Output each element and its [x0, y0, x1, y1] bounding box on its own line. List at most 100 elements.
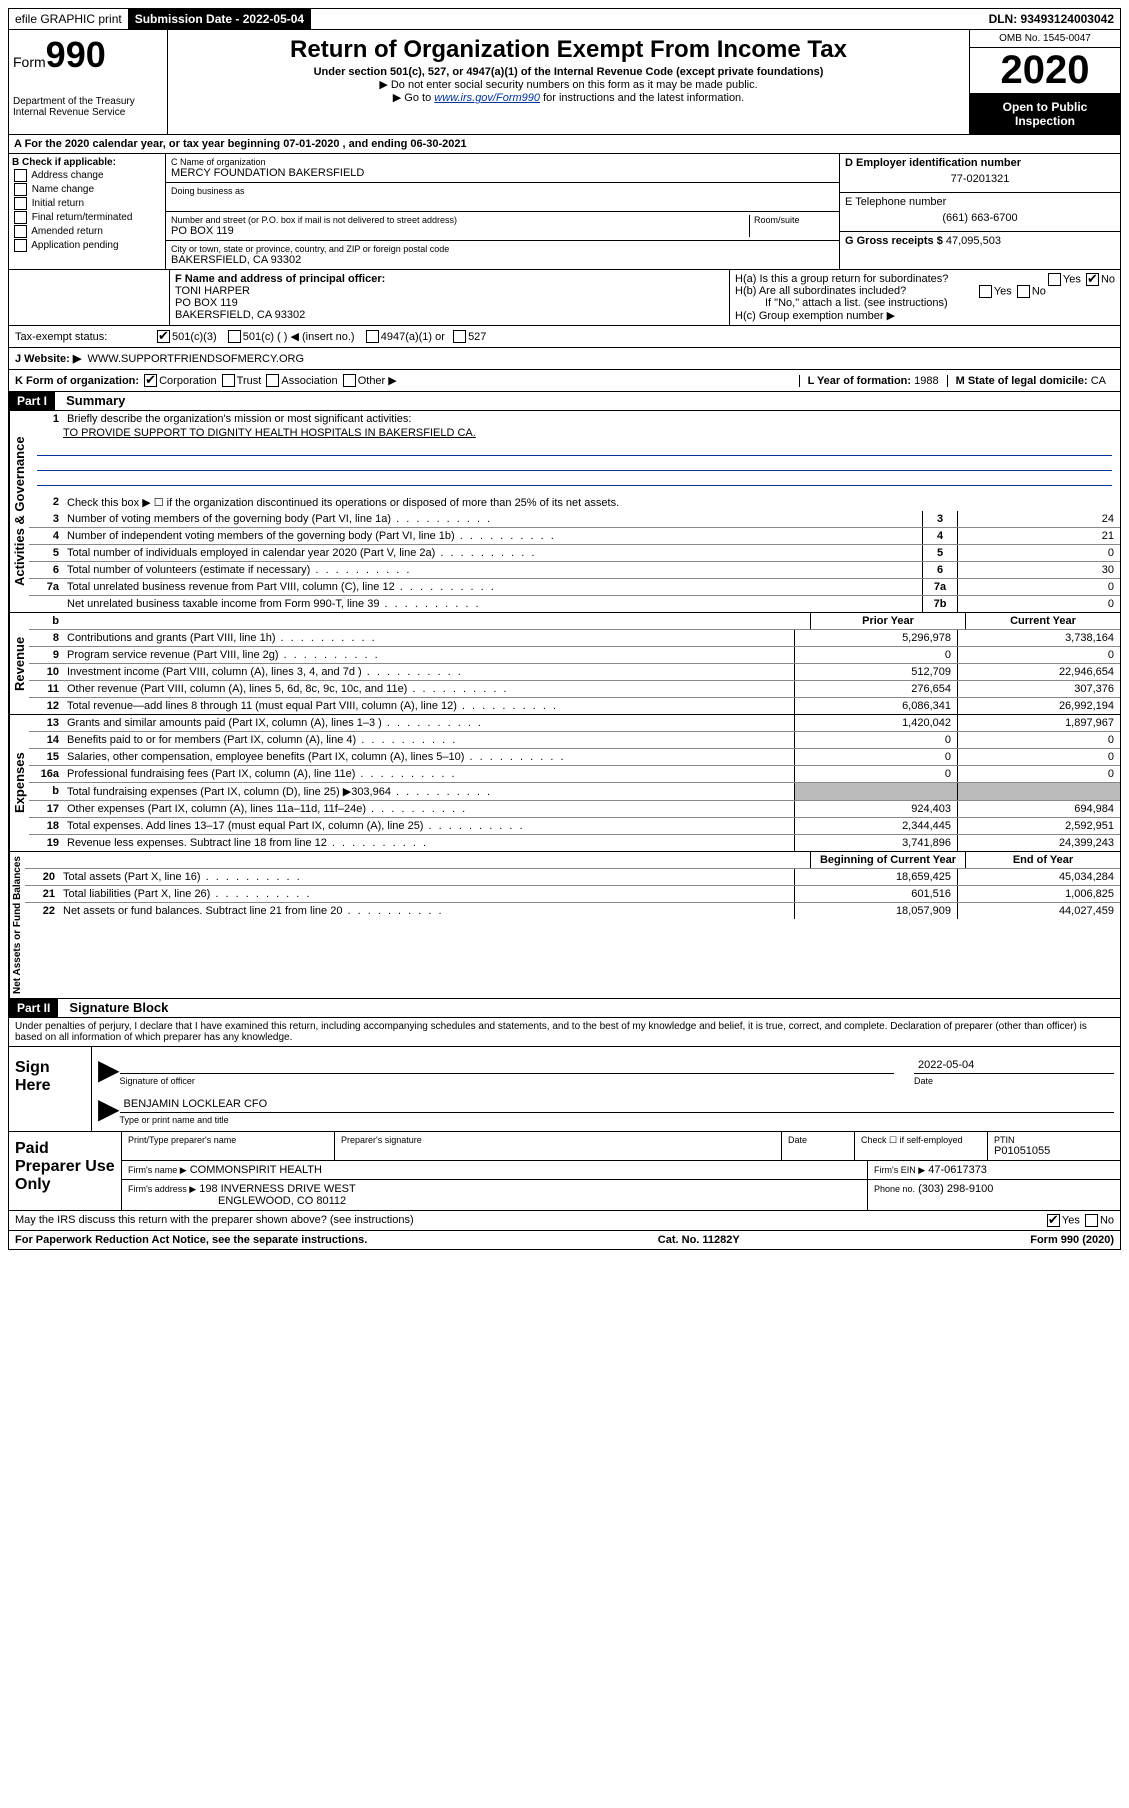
summary-line: 16aProfessional fundraising fees (Part I… — [29, 766, 1120, 783]
vlabel-net: Net Assets or Fund Balances — [9, 852, 25, 998]
cb-4947[interactable] — [366, 330, 379, 343]
g-label: G Gross receipts $ — [845, 235, 943, 247]
cat-no: Cat. No. 11282Y — [658, 1234, 740, 1246]
sign-section: Sign Here ▶ Signature of officer 2022-05… — [8, 1047, 1121, 1132]
summary-line: 7aTotal unrelated business revenue from … — [29, 579, 1120, 596]
d-label: D Employer identification number — [845, 157, 1115, 169]
penalty-statement: Under penalties of perjury, I declare th… — [8, 1018, 1121, 1047]
line1-text: Briefly describe the organization's miss… — [63, 411, 1120, 427]
summary-line: bTotal fundraising expenses (Part IX, co… — [29, 783, 1120, 801]
spacer — [9, 270, 170, 325]
cb-app-pending[interactable]: Application pending — [12, 239, 162, 252]
ptin-label: PTIN — [994, 1135, 1114, 1145]
opt-corp: Corporation — [159, 375, 216, 387]
sign-arrow-icon: ▶ — [98, 1053, 120, 1086]
k-label: K Form of organization: — [15, 375, 139, 387]
cb-501c[interactable] — [228, 330, 241, 343]
right-info-col: D Employer identification number 77-0201… — [839, 154, 1120, 269]
header-right: OMB No. 1545-0047 2020 Open to Public In… — [969, 30, 1120, 134]
korg-row: K Form of organization: Corporation Trus… — [8, 370, 1121, 392]
firm-addr-label: Firm's address ▶ — [128, 1184, 196, 1194]
vlabel-expenses: Expenses — [9, 715, 29, 851]
form-990-number: 990 — [46, 34, 106, 75]
form-label: Form — [13, 54, 46, 70]
l-label: L Year of formation: — [808, 375, 912, 387]
summary-line: 17Other expenses (Part IX, column (A), l… — [29, 801, 1120, 818]
mission-rule2 — [37, 456, 1112, 471]
firm-addr1: 198 INVERNESS DRIVE WEST — [199, 1183, 356, 1195]
footer-row: For Paperwork Reduction Act Notice, see … — [8, 1231, 1121, 1250]
cb-501c3[interactable] — [157, 330, 170, 343]
summary-line: 22Net assets or fund balances. Subtract … — [25, 903, 1120, 919]
cb-address-change[interactable]: Address change — [12, 169, 162, 182]
h-c: H(c) Group exemption number ▶ — [735, 309, 1115, 322]
form-number: Form990 — [13, 34, 163, 76]
header-center: Return of Organization Exempt From Incom… — [168, 30, 969, 134]
cb-527[interactable] — [453, 330, 466, 343]
ein: 77-0201321 — [845, 169, 1115, 189]
room-label: Room/suite — [754, 215, 834, 225]
public-inspection: Open to Public Inspection — [970, 94, 1120, 134]
summary-line: 5Total number of individuals employed in… — [29, 545, 1120, 562]
sig-of-officer-label: Signature of officer — [120, 1076, 894, 1086]
discuss-text: May the IRS discuss this return with the… — [15, 1214, 414, 1227]
cb-initial-return[interactable]: Initial return — [12, 197, 162, 210]
irs-link[interactable]: www.irs.gov/Form990 — [434, 92, 540, 104]
summary-line: 3Number of voting members of the governi… — [29, 511, 1120, 528]
col-begin: Beginning of Current Year — [810, 852, 965, 868]
part2-title: Signature Block — [61, 1000, 168, 1015]
e-label: E Telephone number — [845, 196, 1115, 208]
summary-line: 9Program service revenue (Part VIII, lin… — [29, 647, 1120, 664]
sign-body: ▶ Signature of officer 2022-05-04 Date ▶… — [92, 1047, 1120, 1131]
cb-corp[interactable] — [144, 374, 157, 387]
opt-501c: 501(c) ( ) ◀ (insert no.) — [243, 330, 355, 343]
opt-501c3: 501(c)(3) — [172, 331, 217, 343]
cb-name-change[interactable]: Name change — [12, 183, 162, 196]
prep-date-label: Date — [788, 1135, 848, 1145]
revenue-section: Revenue b Prior Year Current Year 8Contr… — [8, 613, 1121, 715]
discuss-yes-no: Yes No — [1045, 1214, 1114, 1227]
city-label: City or town, state or province, country… — [171, 244, 834, 254]
org-info-block: B Check if applicable: Address change Na… — [8, 154, 1121, 270]
tax-year-range: A For the 2020 calendar year, or tax yea… — [9, 135, 1120, 153]
firm-ein-label: Firm's EIN ▶ — [874, 1165, 925, 1175]
summary-line: 20Total assets (Part X, line 16)18,659,4… — [25, 869, 1120, 886]
cb-trust[interactable] — [222, 374, 235, 387]
firm-ein: 47-0617373 — [928, 1164, 987, 1176]
telephone: (661) 663-6700 — [845, 208, 1115, 228]
form-subtitle: Under section 501(c), 527, or 4947(a)(1)… — [172, 66, 965, 78]
summary-line: 10Investment income (Part VIII, column (… — [29, 664, 1120, 681]
note2-pre: ▶ Go to — [393, 92, 434, 104]
line2-text: Check this box ▶ ☐ if the organization d… — [63, 494, 1120, 511]
officer-signed-name: BENJAMIN LOCKLEAR CFO — [120, 1096, 1114, 1113]
cb-assoc[interactable] — [266, 374, 279, 387]
summary-line: 21Total liabilities (Part X, line 26)601… — [25, 886, 1120, 903]
section-f: F Name and address of principal officer:… — [170, 270, 730, 325]
summary-line: 8Contributions and grants (Part VIII, li… — [29, 630, 1120, 647]
summary-line: 11Other revenue (Part VIII, column (A), … — [29, 681, 1120, 698]
efile-label: efile GRAPHIC print — [9, 9, 129, 29]
part1-header-row: Part I Summary — [8, 392, 1121, 411]
col-current: Current Year — [965, 613, 1120, 629]
prep-name-label: Print/Type preparer's name — [128, 1135, 328, 1145]
paid-grid: Print/Type preparer's name Preparer's si… — [122, 1132, 1120, 1210]
type-name-label: Type or print name and title — [120, 1115, 1114, 1125]
self-emp-label: Check ☐ if self-employed — [861, 1135, 981, 1146]
vlabel-revenue: Revenue — [9, 613, 29, 714]
header-left: Form990 Department of the Treasury Inter… — [9, 30, 168, 134]
expenses-section: Expenses 13Grants and similar amounts pa… — [8, 715, 1121, 852]
col-prior: Prior Year — [810, 613, 965, 629]
l-block: L Year of formation: 1988 — [799, 375, 947, 387]
cb-other[interactable] — [343, 374, 356, 387]
sign-label: Sign Here — [9, 1047, 92, 1131]
prep-sig-label: Preparer's signature — [341, 1135, 775, 1145]
cb-final-return[interactable]: Final return/terminated — [12, 211, 162, 224]
summary-line: 6Total number of volunteers (estimate if… — [29, 562, 1120, 579]
net-section: Net Assets or Fund Balances Beginning of… — [8, 852, 1121, 999]
line-a: A For the 2020 calendar year, or tax yea… — [8, 135, 1121, 154]
cb-amended[interactable]: Amended return — [12, 225, 162, 238]
year-formation: 1988 — [914, 375, 938, 387]
gross-receipts: 47,095,503 — [946, 235, 1001, 247]
tax-year: 2020 — [970, 48, 1120, 94]
opt-4947: 4947(a)(1) or — [381, 331, 445, 343]
